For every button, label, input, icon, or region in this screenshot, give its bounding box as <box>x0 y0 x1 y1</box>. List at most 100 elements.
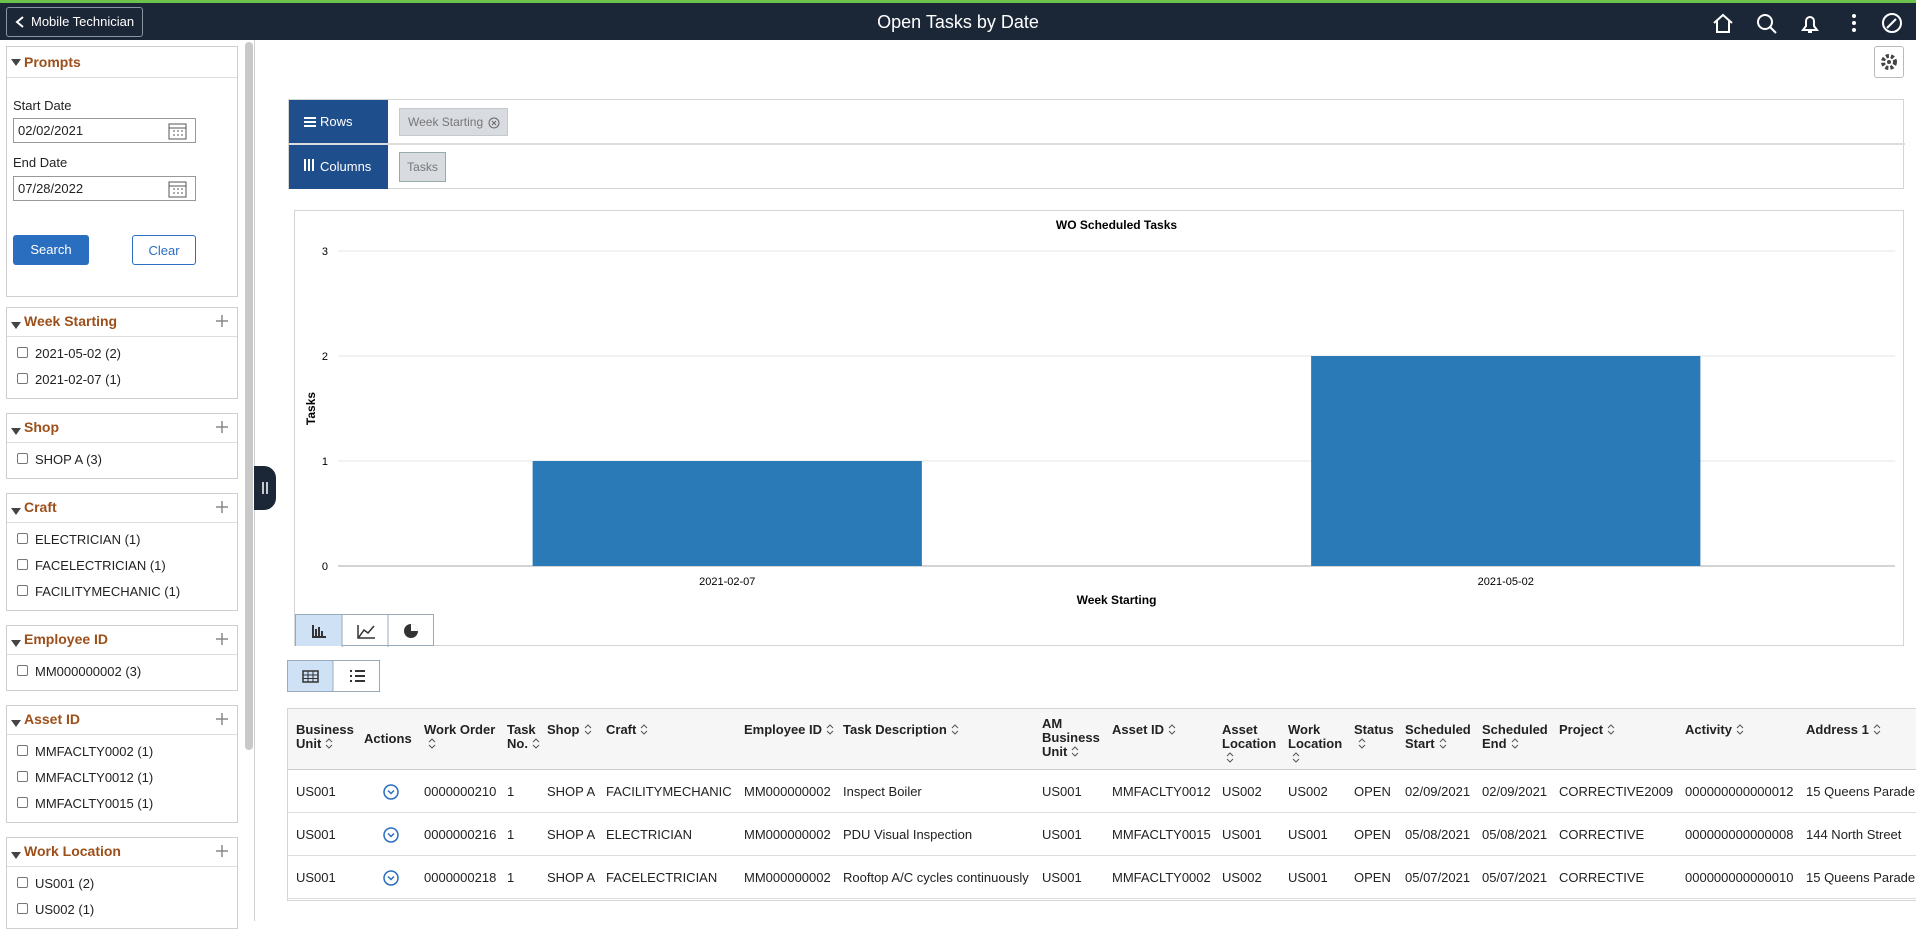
checkbox[interactable] <box>17 559 28 570</box>
move-handle[interactable] <box>215 712 229 729</box>
list-view-button[interactable] <box>350 670 365 682</box>
table-cell: SHOP A <box>547 827 596 842</box>
sort-icon[interactable] <box>1511 737 1519 752</box>
checkbox[interactable] <box>17 745 28 756</box>
column-title: Asset Location <box>1222 722 1277 751</box>
move-handle[interactable] <box>215 500 229 517</box>
collapse-caret[interactable] <box>11 716 21 731</box>
pivot-bar: Rows Columns Week Starting Tasks <box>288 99 1905 189</box>
chart: WO Scheduled Tasks Tasks Week Starting 0 1 2 3… <box>304 218 1895 607</box>
checkbox[interactable] <box>17 533 28 544</box>
collapse-caret[interactable] <box>11 848 21 863</box>
facet-option: MMFACLTY0015 (1) <box>35 796 154 811</box>
table-cell: US001 <box>1288 827 1328 842</box>
pivot-icons <box>304 117 316 171</box>
x-axis-title: Week Starting <box>1077 593 1157 607</box>
sort-icon[interactable] <box>640 723 648 738</box>
table-cell: US002 <box>1222 870 1262 885</box>
sort-icon[interactable] <box>325 737 333 752</box>
menu-icon[interactable] <box>1852 14 1856 32</box>
sort-icon[interactable] <box>1358 737 1366 752</box>
collapse-caret[interactable] <box>11 636 21 651</box>
y-axis-title: Tasks <box>304 392 318 425</box>
remove-icon[interactable] <box>488 117 500 129</box>
settings-button[interactable] <box>1874 46 1904 78</box>
checkbox[interactable] <box>17 453 28 464</box>
grid-view-button[interactable] <box>288 661 333 691</box>
sort-icon[interactable] <box>826 723 834 738</box>
home-icon[interactable] <box>1713 13 1733 33</box>
calendar-icons[interactable] <box>167 121 189 201</box>
facet-option: 2021-05-02 (2) <box>35 346 121 361</box>
chart-panel: WO Scheduled Tasks Tasks Week Starting 0 1 2 3… <box>294 210 1904 646</box>
page-title: Open Tasks by Date <box>877 12 1039 32</box>
sort-icon[interactable] <box>584 723 592 738</box>
sort-icon[interactable] <box>1736 723 1744 738</box>
divider <box>7 654 237 655</box>
column-title: Work Order <box>424 722 496 737</box>
clear-button[interactable]: Clear <box>132 235 196 265</box>
sort-icon[interactable] <box>1873 723 1881 738</box>
column-title: Shop <box>547 722 580 737</box>
search-icon[interactable] <box>1757 14 1773 30</box>
table-cell: ELECTRICIAN <box>606 827 692 842</box>
sidebar-scrollbar[interactable] <box>245 42 253 750</box>
sort-icon[interactable] <box>532 737 540 752</box>
actions-button[interactable] <box>383 870 399 889</box>
sort-icon[interactable] <box>1439 737 1447 752</box>
move-handle[interactable] <box>215 632 229 649</box>
checkbox[interactable] <box>17 373 28 384</box>
checkbox[interactable] <box>17 877 28 888</box>
start-date-input[interactable]: 02/02/2021 <box>13 118 196 143</box>
table-cell: US002 <box>1222 784 1262 799</box>
checkbox[interactable] <box>17 771 28 782</box>
line-chart-button[interactable] <box>357 625 375 639</box>
table-cell: 02/09/2021 <box>1482 784 1548 799</box>
sort-icon[interactable] <box>951 723 959 738</box>
sort-icon[interactable] <box>428 737 436 752</box>
bell-icon[interactable] <box>1801 16 1819 33</box>
sort-icon[interactable] <box>1292 751 1300 766</box>
table-cell: 05/07/2021 <box>1482 870 1548 885</box>
move-handle[interactable] <box>215 314 229 331</box>
column-header: Activity <box>1685 723 1803 738</box>
facet-title: Week Starting <box>24 313 118 329</box>
actions-button[interactable] <box>383 784 399 803</box>
actions-button[interactable] <box>383 827 399 846</box>
search-button[interactable]: Search <box>13 235 89 265</box>
table-cell: OPEN <box>1354 870 1391 885</box>
chart-type-toolbar <box>295 614 434 647</box>
sort-icon[interactable] <box>1226 751 1234 766</box>
facet-group: Shop SHOP A (3) <box>6 413 238 479</box>
column-title: Actions <box>364 731 412 746</box>
table-cell: US001 <box>1288 870 1328 885</box>
table-cell: US002 <box>1288 784 1328 799</box>
checkbox[interactable] <box>17 665 28 676</box>
checkbox[interactable] <box>17 347 28 358</box>
end-date-input[interactable]: 07/28/2022 <box>13 176 196 201</box>
column-header: Employee ID <box>744 723 840 738</box>
back-button[interactable]: Mobile Technician <box>6 7 143 37</box>
column-title: Status <box>1354 722 1394 737</box>
collapse-caret[interactable] <box>11 504 21 519</box>
facet-title: Employee ID <box>24 631 109 647</box>
rows-chip[interactable]: Week Starting <box>399 108 508 136</box>
columns-chip[interactable]: Tasks <box>399 152 446 182</box>
end-date-label: End Date <box>13 155 68 170</box>
divider <box>7 336 237 337</box>
move-handle[interactable] <box>215 420 229 437</box>
checkbox[interactable] <box>17 585 28 596</box>
sort-icon[interactable] <box>1607 723 1615 738</box>
checkbox[interactable] <box>17 903 28 914</box>
sort-icon[interactable] <box>1168 723 1176 738</box>
collapse-caret[interactable] <box>11 318 21 333</box>
table-cell: US001 <box>1042 870 1082 885</box>
chart-type-icons <box>296 615 418 647</box>
move-handle[interactable] <box>215 844 229 861</box>
sort-icon[interactable] <box>1071 745 1079 760</box>
checkbox[interactable] <box>17 797 28 808</box>
collapse-caret[interactable] <box>11 424 21 439</box>
sidebar-toggle[interactable] <box>254 466 276 510</box>
compass-icon[interactable] <box>1882 13 1902 33</box>
collapse-caret[interactable] <box>11 59 21 67</box>
